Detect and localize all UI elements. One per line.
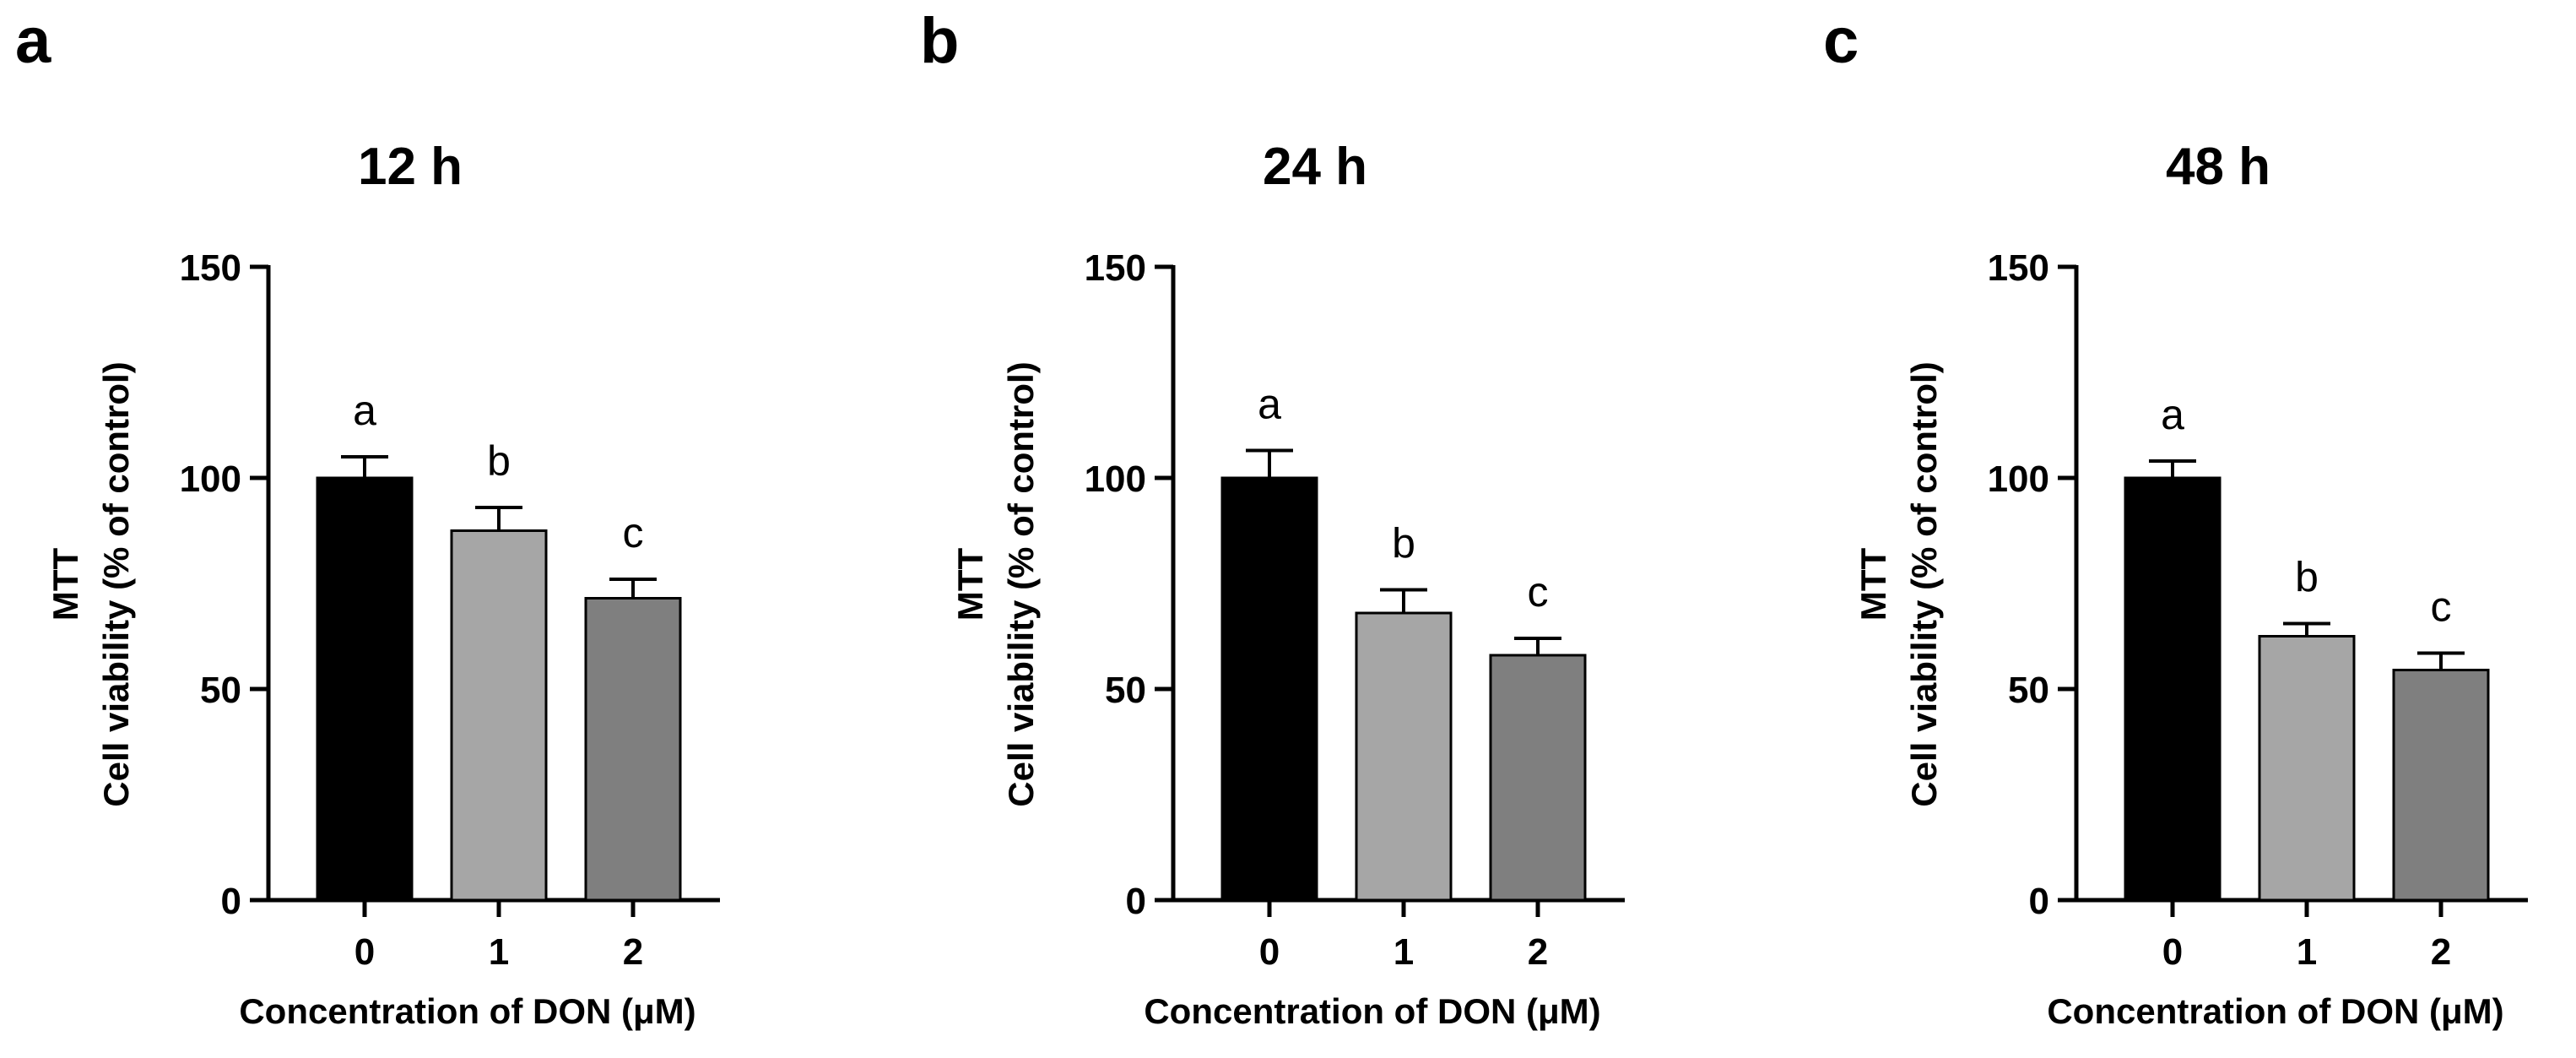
y-tick-label: 150 bbox=[180, 247, 241, 289]
chart-title: 48 h bbox=[2166, 138, 2270, 196]
significance-letter: a bbox=[1258, 381, 1281, 428]
bar-dose-1 bbox=[450, 529, 548, 902]
y-tick-label: 50 bbox=[1105, 670, 1146, 711]
y-tick-label: 50 bbox=[2008, 670, 2049, 711]
x-tick-label: 2 bbox=[1528, 931, 1548, 973]
bar-dose-2 bbox=[584, 597, 682, 902]
y-tick-label: 0 bbox=[1126, 881, 1146, 922]
y-axis-label-line2: Cell viability (% of control) bbox=[1001, 361, 1041, 806]
bar-dose-0 bbox=[1220, 476, 1318, 902]
significance-letter: c bbox=[623, 509, 644, 556]
chart-title: 12 h bbox=[358, 138, 463, 196]
x-tick-label: 2 bbox=[2431, 931, 2451, 973]
y-tick-label: 100 bbox=[1085, 458, 1146, 500]
x-tick-label: 1 bbox=[2297, 931, 2317, 973]
bar-dose-0 bbox=[316, 476, 414, 902]
y-tick-label: 50 bbox=[200, 670, 241, 711]
y-axis-label-line1: MTT bbox=[46, 548, 85, 621]
significance-letter: b bbox=[1392, 520, 1415, 567]
bar-dose-1 bbox=[1355, 611, 1453, 902]
x-axis-label: Concentration of DON (μM) bbox=[239, 991, 695, 1031]
panel-letter: c bbox=[1823, 5, 1859, 77]
y-tick-label: 150 bbox=[1988, 247, 2049, 289]
bar-dose-2 bbox=[1489, 654, 1587, 902]
significance-letter: a bbox=[353, 387, 376, 434]
bar-dose-0 bbox=[2124, 476, 2222, 902]
y-axis-label-line1: MTT bbox=[1854, 548, 1893, 621]
y-tick-label: 100 bbox=[180, 458, 241, 500]
significance-letter: c bbox=[1528, 568, 1549, 616]
x-axis-label: Concentration of DON (μM) bbox=[2047, 991, 2503, 1031]
y-axis-label-line2: Cell viability (% of control) bbox=[1904, 361, 1944, 806]
bar-dose-1 bbox=[2258, 635, 2356, 902]
significance-letter: b bbox=[487, 437, 511, 485]
y-tick-label: 100 bbox=[1988, 458, 2049, 500]
panel-letter: a bbox=[15, 5, 51, 77]
y-axis-label-line1: MTT bbox=[950, 548, 990, 621]
bar-dose-2 bbox=[2392, 669, 2490, 902]
chart-panel-a: a 12 h MTT Cell viability (% of control) 0 50… bbox=[15, 5, 720, 1031]
y-tick-label: 0 bbox=[221, 881, 241, 922]
x-tick-label: 0 bbox=[2162, 931, 2183, 973]
chart-title: 24 h bbox=[1263, 138, 1367, 196]
significance-letter: a bbox=[2161, 391, 2184, 438]
significance-letter: b bbox=[2295, 554, 2319, 601]
significance-letter: c bbox=[2431, 583, 2452, 631]
x-tick-label: 0 bbox=[354, 931, 375, 973]
chart-panel-b: b 24 h MTT Cell viability (% of control) 0 50… bbox=[920, 5, 1625, 1031]
y-axis-label-line2: Cell viability (% of control) bbox=[96, 361, 136, 806]
chart-panel-c: c 48 h MTT Cell viability (% of control) 0 50… bbox=[1823, 5, 2528, 1031]
x-tick-label: 0 bbox=[1259, 931, 1280, 973]
x-tick-label: 1 bbox=[1394, 931, 1414, 973]
y-tick-label: 0 bbox=[2029, 881, 2049, 922]
x-axis-label: Concentration of DON (μM) bbox=[1144, 991, 1600, 1031]
x-tick-label: 1 bbox=[489, 931, 509, 973]
panel-letter: b bbox=[920, 5, 959, 77]
y-tick-label: 150 bbox=[1085, 247, 1146, 289]
x-tick-label: 2 bbox=[623, 931, 643, 973]
